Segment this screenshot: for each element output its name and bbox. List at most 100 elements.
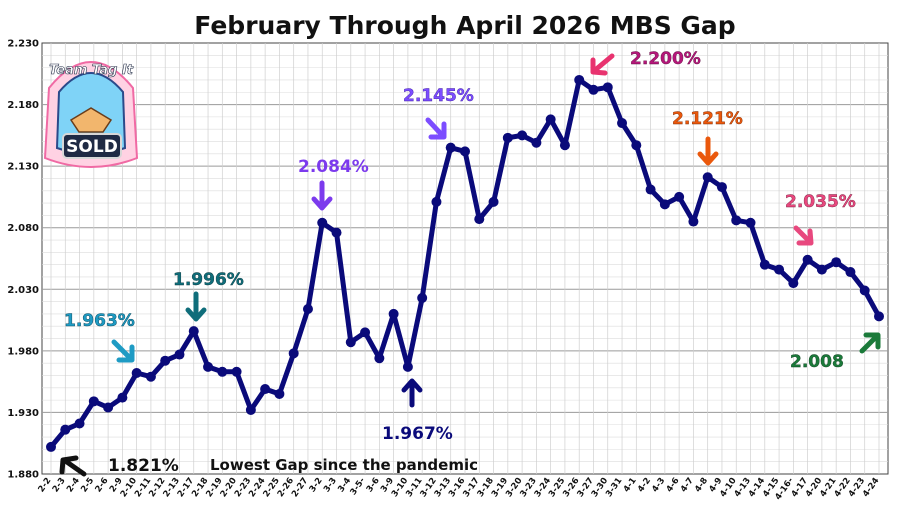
y-tick-label: 1.980 — [7, 346, 39, 357]
data-point — [331, 227, 342, 238]
x-tick-label: 3-6 — [365, 476, 382, 494]
data-point — [245, 404, 256, 415]
arrow-icon-magenta — [590, 53, 615, 76]
data-point — [188, 326, 199, 337]
annotation-2-200: 2.200% — [630, 49, 701, 69]
annotation-1-963: 1.963% — [64, 311, 135, 331]
data-point — [874, 311, 884, 322]
data-point — [217, 366, 228, 377]
data-point — [688, 216, 699, 227]
data-point — [60, 424, 71, 435]
arrow-icon-teal — [185, 291, 207, 322]
data-point — [774, 264, 785, 275]
annotation-1-996: 1.996% — [173, 270, 244, 290]
data-point — [731, 215, 742, 226]
data-point — [602, 82, 613, 93]
data-point — [759, 259, 770, 270]
data-point — [402, 361, 413, 372]
arrow-icon-violet — [425, 117, 447, 140]
data-point — [659, 199, 670, 210]
logo-sold-text: SOLD — [66, 137, 118, 157]
annotations: 1.821% Lowest Gap since the pandemic 1.9… — [64, 49, 856, 476]
series-line — [46, 74, 884, 452]
data-point — [160, 355, 171, 366]
data-point — [431, 196, 442, 207]
x-tick-label: 4-6 — [665, 476, 682, 494]
arrows — [59, 53, 881, 477]
data-point — [559, 140, 570, 151]
data-point — [617, 118, 628, 129]
logo-top-text: Team Tag It — [49, 63, 134, 78]
data-point — [417, 292, 428, 303]
data-point — [460, 146, 470, 157]
y-tick-label: 1.930 — [7, 408, 39, 419]
annotation-2-084: 2.084% — [298, 157, 369, 177]
data-point — [88, 396, 99, 407]
data-point — [588, 84, 599, 95]
data-point — [545, 114, 556, 125]
data-point — [831, 257, 842, 268]
x-tick-label: 2-5 — [79, 476, 96, 494]
data-point — [488, 196, 499, 207]
data-point — [117, 392, 128, 403]
y-tick-label: 2.130 — [7, 162, 39, 173]
data-point — [145, 371, 156, 382]
data-point — [802, 254, 813, 265]
data-point — [374, 353, 385, 364]
annotation-2-145: 2.145% — [403, 86, 474, 106]
data-point — [859, 285, 870, 296]
data-point — [745, 217, 756, 228]
team-tag-it-logo: Team Tag It SOLD — [43, 61, 139, 168]
x-tick-label: 3-2 — [308, 476, 325, 494]
arrow-icon-pink — [793, 225, 814, 246]
x-tick-label: 2-6 — [94, 476, 111, 494]
data-point — [702, 172, 713, 183]
data-point — [631, 140, 642, 151]
data-point — [388, 308, 399, 319]
data-point — [816, 264, 827, 275]
y-tick-label: 2.230 — [7, 39, 39, 50]
data-point — [131, 368, 142, 379]
data-point — [345, 337, 356, 348]
data-point — [302, 303, 313, 314]
x-tick-label: 4-3 — [650, 476, 667, 494]
chart-title: February Through April 2026 MBS Gap — [194, 11, 735, 40]
data-point — [517, 130, 528, 141]
y-axis: 1.880 1.930 1.980 2.030 2.080 2.130 2.180 2.230 — [7, 39, 39, 481]
data-point — [288, 348, 299, 359]
data-point — [716, 182, 727, 193]
data-point — [845, 267, 856, 278]
x-tick-label: 4-8 — [693, 476, 710, 494]
annotation-2-035: 2.035% — [785, 192, 856, 212]
data-point — [231, 366, 242, 377]
data-point — [574, 74, 585, 85]
y-tick-label: 2.030 — [7, 285, 39, 296]
data-point — [174, 349, 185, 360]
annotation-1-967: 1.967% — [382, 424, 453, 444]
annotation-1-821: 1.821% — [108, 456, 179, 476]
x-tick-label: 3-3 — [322, 476, 339, 494]
data-point — [360, 327, 371, 338]
arrow-icon-purple — [311, 180, 333, 211]
data-point — [103, 402, 114, 413]
data-point — [445, 142, 456, 153]
y-tick-label: 1.880 — [7, 470, 39, 481]
data-point — [46, 441, 56, 452]
grid-lines — [41, 42, 889, 475]
x-tick-label: 3-5- — [348, 476, 367, 498]
x-tick-label: 2-2 — [36, 476, 53, 494]
y-tick-label: 2.080 — [7, 223, 39, 234]
arrow-icon-black — [59, 455, 87, 477]
x-tick-label: 4-1 — [622, 476, 639, 494]
data-point — [203, 361, 214, 372]
data-point — [474, 214, 485, 225]
data-point — [674, 191, 685, 202]
data-point — [74, 418, 85, 429]
data-point — [274, 388, 285, 399]
arrow-icon-orange — [697, 136, 719, 166]
x-tick-label: 2-3 — [51, 476, 68, 494]
x-axis: 2-22-32-42-52-62-92-102-112-122-132-172-… — [36, 476, 881, 502]
arrow-icon-lightblue — [111, 339, 135, 363]
